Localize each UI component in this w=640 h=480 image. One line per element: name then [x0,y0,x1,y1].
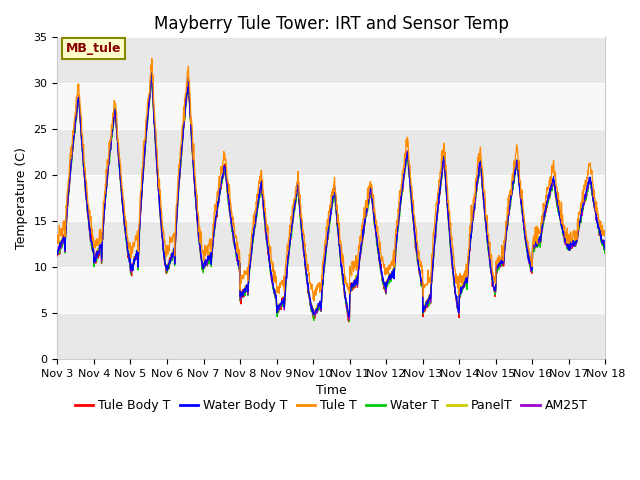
X-axis label: Time: Time [316,384,347,397]
Bar [58,37,605,83]
Bar [58,83,605,129]
Bar [58,175,605,221]
Text: MB_tule: MB_tule [66,42,121,55]
Y-axis label: Temperature (C): Temperature (C) [15,147,28,249]
Bar [58,313,605,359]
Bar [58,267,605,313]
Bar [58,221,605,267]
Bar [58,129,605,175]
Title: Mayberry Tule Tower: IRT and Sensor Temp: Mayberry Tule Tower: IRT and Sensor Temp [154,15,509,33]
Legend: Tule Body T, Water Body T, Tule T, Water T, PanelT, AM25T: Tule Body T, Water Body T, Tule T, Water… [70,394,593,417]
